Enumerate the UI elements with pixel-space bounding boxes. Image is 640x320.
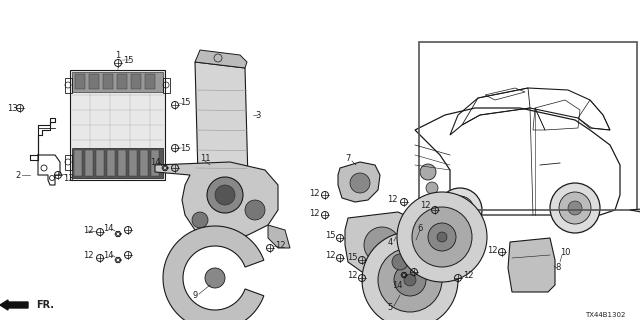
Circle shape: [445, 242, 465, 262]
Bar: [96, 150, 104, 176]
Circle shape: [404, 274, 416, 286]
Circle shape: [428, 223, 456, 251]
Text: 7: 7: [346, 154, 351, 163]
Polygon shape: [195, 62, 248, 180]
Text: 8: 8: [556, 263, 561, 273]
Text: 12: 12: [347, 271, 357, 281]
Text: 12: 12: [324, 252, 335, 260]
Text: 2: 2: [15, 171, 20, 180]
Bar: [74, 150, 82, 176]
Text: 9: 9: [193, 291, 198, 300]
Text: 15: 15: [123, 55, 133, 65]
Text: 12: 12: [275, 241, 285, 250]
Text: 12: 12: [83, 226, 93, 235]
Bar: [65, 78, 72, 93]
Bar: [145, 74, 155, 89]
Text: 13: 13: [6, 103, 17, 113]
Circle shape: [454, 204, 466, 216]
Text: 13: 13: [63, 173, 74, 182]
Circle shape: [350, 173, 370, 193]
Circle shape: [192, 212, 208, 228]
Text: 12: 12: [463, 271, 473, 281]
Bar: [65, 155, 72, 170]
Circle shape: [364, 227, 400, 263]
Circle shape: [207, 177, 243, 213]
Text: 12: 12: [83, 252, 93, 260]
Text: 12: 12: [487, 245, 497, 254]
Bar: [118, 150, 126, 176]
Circle shape: [362, 232, 458, 320]
Bar: [89, 74, 99, 89]
Text: 11: 11: [200, 154, 211, 163]
Polygon shape: [508, 238, 555, 292]
Circle shape: [397, 192, 487, 282]
Text: 12: 12: [420, 201, 430, 210]
Polygon shape: [345, 212, 418, 275]
Circle shape: [215, 185, 235, 205]
Text: 15: 15: [324, 230, 335, 239]
Text: 5: 5: [387, 303, 392, 313]
Text: 3: 3: [255, 110, 260, 119]
Bar: [107, 150, 115, 176]
Circle shape: [426, 182, 438, 194]
Circle shape: [446, 196, 474, 224]
Circle shape: [438, 188, 482, 232]
Circle shape: [378, 248, 442, 312]
Circle shape: [205, 268, 225, 288]
Text: 4: 4: [387, 237, 392, 246]
Text: 15: 15: [347, 253, 357, 262]
Circle shape: [392, 254, 408, 270]
Bar: [75, 74, 85, 89]
Bar: [140, 150, 148, 176]
Text: 12: 12: [387, 195, 397, 204]
Text: 14: 14: [392, 281, 403, 290]
Bar: [103, 74, 113, 89]
Circle shape: [415, 227, 435, 247]
Circle shape: [245, 200, 265, 220]
Bar: [151, 150, 159, 176]
Bar: [72, 72, 163, 92]
Bar: [117, 74, 127, 89]
Text: 14: 14: [150, 157, 160, 166]
Text: TX44B1302: TX44B1302: [584, 312, 625, 318]
Bar: [163, 78, 170, 93]
Text: FR.: FR.: [36, 300, 54, 310]
Circle shape: [559, 192, 591, 224]
Polygon shape: [155, 162, 278, 240]
Circle shape: [407, 219, 443, 255]
Text: 12: 12: [308, 188, 319, 197]
Polygon shape: [195, 50, 247, 68]
Text: 1: 1: [115, 51, 120, 60]
Text: 14: 14: [103, 223, 113, 233]
Text: 14: 14: [103, 251, 113, 260]
Polygon shape: [338, 162, 380, 202]
Circle shape: [568, 201, 582, 215]
Circle shape: [394, 264, 426, 296]
Bar: [70, 70, 165, 180]
FancyArrow shape: [0, 300, 28, 310]
Text: 12: 12: [308, 209, 319, 218]
Polygon shape: [630, 204, 640, 282]
Text: 15: 15: [180, 98, 190, 107]
Bar: [72, 148, 163, 178]
Circle shape: [550, 183, 600, 233]
Circle shape: [412, 207, 472, 267]
Bar: [85, 150, 93, 176]
Circle shape: [420, 164, 436, 180]
Polygon shape: [268, 225, 290, 248]
Bar: [419, 42, 637, 210]
Bar: [129, 150, 137, 176]
Bar: [131, 74, 141, 89]
Text: 10: 10: [560, 247, 570, 257]
Polygon shape: [163, 226, 264, 320]
Text: 15: 15: [180, 143, 190, 153]
Text: 6: 6: [417, 223, 422, 233]
Circle shape: [437, 232, 447, 242]
